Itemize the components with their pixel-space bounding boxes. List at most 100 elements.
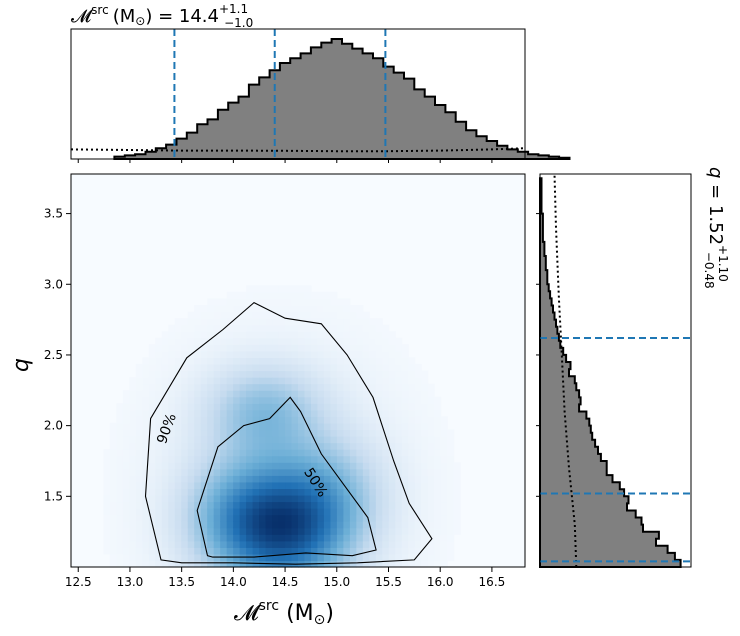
heatmap-cell [259, 494, 267, 503]
heatmap-cell [408, 363, 416, 372]
heatmap-cell [148, 449, 156, 457]
heatmap-cell [323, 422, 332, 431]
heatmap-cell [116, 475, 124, 483]
x-axis-label-close: ) [325, 601, 334, 626]
heatmap-cell [265, 298, 273, 306]
heatmap-cell [395, 514, 403, 522]
heatmap-cell [291, 521, 299, 529]
heatmap-cell [382, 409, 390, 417]
heatmap-cell [356, 422, 364, 431]
heatmap-cell [291, 462, 299, 470]
heatmap-cell [408, 508, 416, 516]
heatmap-cell [349, 305, 357, 313]
heatmap-cell [252, 363, 260, 372]
heatmap-cell [252, 357, 260, 365]
heatmap-cell [233, 534, 241, 542]
heatmap-cell [278, 390, 286, 398]
heatmap-cell [233, 383, 241, 391]
heatmap-cell [278, 311, 286, 319]
heatmap-cell [323, 468, 332, 476]
heatmap-cell [343, 429, 351, 437]
heatmap-cell [356, 403, 364, 411]
top-title-sun: ⊙ [135, 14, 145, 28]
heatmap-cell [168, 455, 176, 463]
heatmap-cell [246, 390, 254, 398]
heatmap-cell [362, 396, 370, 404]
heatmap-cell [116, 514, 124, 522]
heatmap-cell [336, 553, 344, 562]
heatmap-cell [317, 305, 325, 313]
heatmap-cell [349, 363, 357, 372]
heatmap-cell [375, 331, 383, 339]
heatmap-cell [129, 422, 137, 431]
heatmap-cell [252, 547, 260, 555]
heatmap-cell [317, 377, 325, 385]
heatmap-cell [388, 422, 396, 431]
heatmap-cell [388, 514, 396, 522]
heatmap-cell [382, 534, 390, 542]
heatmap-cell [304, 291, 312, 300]
heatmap-cell [440, 422, 448, 431]
heatmap-cell [298, 455, 306, 463]
heatmap-cell [233, 311, 241, 319]
heatmap-cell [317, 383, 325, 391]
heatmap-cell [252, 540, 260, 548]
heatmap-cell [440, 540, 448, 548]
heatmap-cell [395, 521, 403, 529]
heatmap-cell [336, 429, 344, 437]
heatmap-cell [414, 436, 422, 444]
heatmap-cell [291, 416, 299, 424]
heatmap-cell [207, 305, 215, 313]
heatmap-cell [349, 390, 357, 398]
heatmap-cell [323, 455, 332, 463]
heatmap-cell [304, 357, 312, 365]
heatmap-cell [401, 481, 409, 489]
heatmap-cell [285, 534, 293, 542]
heatmap-cell [239, 468, 247, 476]
heatmap-cell [155, 429, 163, 437]
heatmap-cell [272, 455, 280, 463]
top-title-unit: (M [113, 6, 136, 27]
heatmap-cell [356, 481, 364, 489]
heatmap-cell [155, 494, 163, 503]
heatmap-cell [317, 514, 325, 522]
heatmap-cell [168, 422, 176, 431]
heatmap-cell [252, 560, 260, 568]
heatmap-cell [109, 449, 117, 457]
heatmap-cell [440, 514, 448, 522]
heatmap-cell [116, 429, 124, 437]
heatmap-cell [401, 540, 409, 548]
heatmap-cell [362, 494, 370, 503]
heatmap-cell [304, 383, 312, 391]
heatmap-cell [304, 363, 312, 372]
heatmap-cell [291, 383, 299, 391]
heatmap-cell [252, 344, 260, 352]
heatmap-cell [252, 396, 260, 404]
x-tick-label: 16.0 [427, 575, 454, 589]
heatmap-cell [265, 337, 273, 345]
heatmap-cell [382, 514, 390, 522]
heatmap-cell [148, 508, 156, 516]
heatmap-cell [310, 481, 319, 489]
heatmap-cell [129, 449, 137, 457]
heatmap-cell [369, 377, 377, 385]
heatmap-cell [278, 285, 286, 293]
heatmap-cell [187, 324, 195, 332]
heatmap-cell [109, 534, 117, 542]
heatmap-cell [427, 553, 435, 562]
heatmap-cell [194, 403, 202, 411]
heatmap-cell [285, 311, 293, 319]
heatmap-cell [168, 468, 176, 476]
heatmap-cell [408, 468, 416, 476]
heatmap-cell [122, 416, 130, 424]
heatmap-cell [291, 396, 299, 404]
heatmap-cell [343, 449, 351, 457]
heatmap-cell [434, 547, 442, 555]
heatmap-cell [142, 422, 150, 431]
top-prior-curve [70, 147, 526, 153]
heatmap-cell [213, 377, 221, 385]
heatmap-cell [401, 547, 409, 555]
heatmap-cell [161, 540, 169, 548]
heatmap-cell [129, 436, 137, 444]
heatmap-cell [427, 449, 435, 457]
